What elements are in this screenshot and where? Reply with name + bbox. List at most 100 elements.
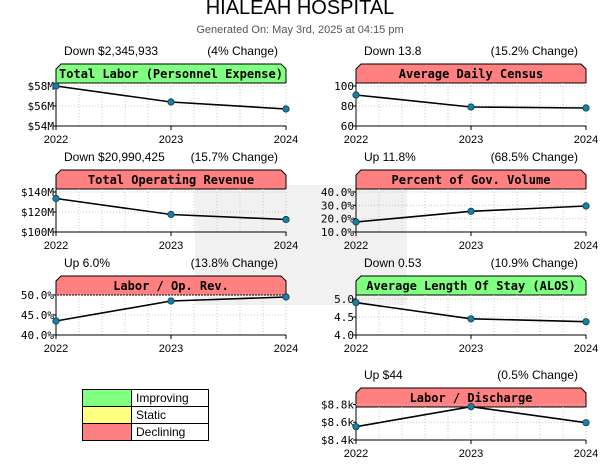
chart-change-percent: (15.2% Change) [491, 44, 578, 58]
chart-data-point [167, 210, 175, 219]
chart-y-tick-label: 30.0% [321, 199, 354, 212]
chart-5: Up 6.0% (13.8% Change) Labor / Op. Rev. 40.… [21, 256, 298, 355]
chart-x-tick-label: 2022 [344, 134, 368, 146]
chart-x-tick-label: 2024 [574, 134, 598, 146]
legend-row-declining: Declining [82, 423, 209, 441]
page-title: HIALEAH HOSPITAL [205, 0, 395, 19]
chart-x-tick-label: 2023 [159, 240, 183, 252]
chart-y-tick-label: 20.0% [321, 213, 354, 226]
chart-x-tick-label: 2022 [44, 240, 68, 252]
chart-data-point [52, 82, 60, 90]
chart-y-tick-label: 60 [341, 120, 354, 133]
chart-y-tick-label: $140M [21, 186, 54, 199]
chart-x-tick-label: 2023 [459, 134, 483, 146]
chart-change-percent: (10.9% Change) [491, 256, 578, 270]
chart-y-tick-label: 40.0% [21, 329, 54, 342]
chart-y-tick-label: 5.0 [334, 293, 354, 306]
chart-change-percent: (0.5% Change) [497, 368, 578, 382]
chart-data-point [167, 297, 175, 305]
chart-change-percent: (4% Change) [207, 44, 278, 58]
chart-y-tick-label: $8.8k [321, 398, 354, 411]
chart-x-tick-label: 2022 [344, 240, 368, 252]
chart-change-text: Up 6.0% [64, 256, 110, 270]
chart-data-point [52, 317, 60, 325]
legend-label-declining: Declining [131, 423, 209, 441]
chart-y-tick-label: $56M [28, 100, 55, 113]
chart-y-tick-label: $8.4k [321, 434, 354, 447]
chart-data-point [52, 194, 60, 203]
chart-data-point [582, 318, 590, 326]
chart-x-tick-label: 2024 [274, 240, 298, 252]
chart-data-point [167, 98, 175, 106]
chart-x-tick-label: 2023 [459, 240, 483, 252]
chart-title: Total Labor (Personnel Expense) [59, 67, 283, 81]
chart-y-tick-label: $54M [28, 120, 55, 133]
chart-change-percent: (15.7% Change) [191, 150, 278, 164]
chart-x-tick-label: 2024 [574, 240, 598, 252]
chart-change-text: Down 0.53 [364, 256, 422, 270]
chart-change-text: Down 13.8 [364, 44, 422, 58]
chart-title: Total Operating Revenue [88, 173, 254, 187]
chart-data-point [352, 91, 360, 99]
chart-x-tick-label: 2023 [459, 448, 483, 460]
chart-x-tick-label: 2023 [159, 343, 183, 355]
chart-y-tick-label: 40.0% [321, 186, 354, 199]
chart-change-percent: (68.5% Change) [491, 150, 578, 164]
chart-x-tick-label: 2024 [274, 134, 298, 146]
chart-y-tick-label: $100M [21, 226, 54, 239]
chart-data-point [352, 423, 360, 431]
chart-data-point [467, 403, 475, 411]
chart-3: Down $20,990,425 (15.7% Change) Total Oper… [21, 150, 298, 252]
chart-data-point [582, 104, 590, 112]
legend-row-static: Static [82, 406, 209, 424]
legend: Improving Static Declining [82, 389, 209, 441]
chart-y-tick-label: 100 [334, 80, 354, 93]
chart-title: Average Daily Census [399, 67, 544, 81]
chart-x-tick-label: 2024 [574, 343, 598, 355]
chart-title: Labor / Discharge [410, 391, 533, 405]
chart-change-percent: (13.8% Change) [191, 256, 278, 270]
chart-y-tick-label: 45.0% [21, 309, 54, 322]
legend-label-improving: Improving [131, 389, 209, 407]
chart-title: Percent of Gov. Volume [392, 173, 551, 187]
chart-x-tick-label: 2022 [44, 343, 68, 355]
legend-label-static: Static [131, 406, 209, 424]
legend-swatch-static [82, 406, 132, 424]
chart-x-tick-label: 2024 [274, 343, 298, 355]
legend-swatch-declining [82, 423, 132, 441]
chart-y-tick-label: 50.0% [21, 289, 54, 302]
chart-1: Down $2,345,933 (4% Change) Total Labor (P… [28, 44, 299, 146]
chart-change-text: Up $44 [364, 368, 403, 382]
chart-x-tick-label: 2022 [344, 343, 368, 355]
chart-y-tick-label: 4.5 [334, 311, 354, 324]
chart-change-text: Up 11.8% [364, 150, 416, 164]
legend-row-improving: Improving [82, 389, 209, 407]
chart-y-tick-label: $120M [21, 206, 54, 219]
chart-y-tick-label: $8.6k [321, 416, 354, 429]
generated-timestamp: Generated On: May 3rd, 2025 at 04:15 pm [196, 24, 404, 36]
chart-x-tick-label: 2024 [574, 448, 598, 460]
chart-data-point [352, 298, 360, 307]
chart-7: Up $44 (0.5% Change) Labor / Discharge $8.4… [321, 368, 598, 460]
chart-title: Labor / Op. Rev. [113, 279, 229, 293]
chart-y-tick-label: $58M [28, 80, 55, 93]
chart-y-tick-label: 4.0 [334, 329, 354, 342]
chart-data-point [467, 103, 475, 111]
chart-data-point [582, 202, 590, 210]
chart-data-point [282, 215, 290, 224]
chart-data-point [352, 218, 360, 226]
chart-4: Up 11.8% (68.5% Change) Percent of Gov. Vo… [321, 150, 598, 252]
chart-data-point [282, 105, 290, 113]
chart-data-point [467, 207, 475, 215]
chart-y-tick-label: 10.0% [321, 226, 354, 239]
chart-change-text: Down $2,345,933 [64, 44, 158, 58]
chart-data-point [467, 315, 475, 323]
chart-x-tick-label: 2023 [159, 134, 183, 146]
chart-6: Down 0.53 (10.9% Change) Average Length Of… [334, 256, 598, 355]
legend-swatch-improving [82, 389, 132, 407]
chart-data-point [582, 419, 590, 427]
chart-x-tick-label: 2022 [344, 448, 368, 460]
chart-title: Average Length Of Stay (ALOS) [366, 279, 576, 293]
chart-2: Down 13.8 (15.2% Change) Average Daily Cen… [334, 44, 598, 146]
